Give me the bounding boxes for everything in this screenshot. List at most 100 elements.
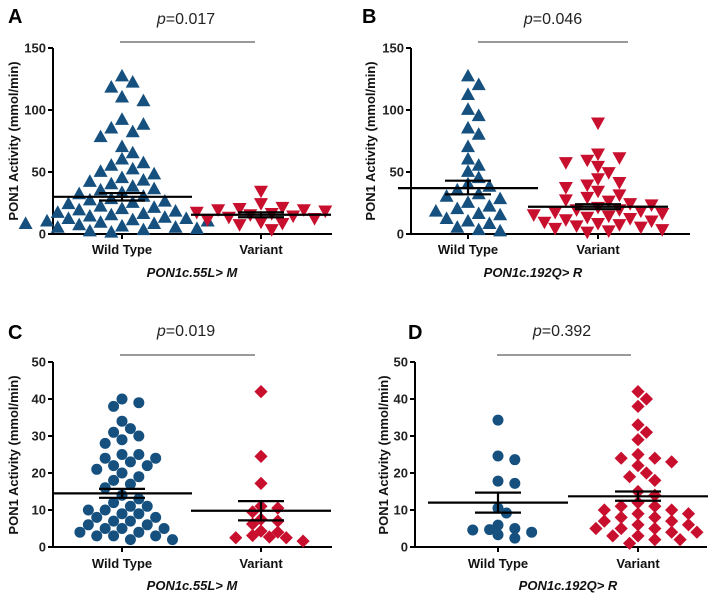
data-point-triangle-up — [82, 174, 97, 187]
data-point-triangle-up — [439, 211, 454, 225]
y-tick-label: 0 — [401, 540, 408, 555]
y-tick-label: 10 — [394, 503, 408, 518]
data-point-triangle-down — [655, 208, 670, 221]
data-point-circle — [116, 434, 128, 446]
data-point-circle — [124, 478, 136, 490]
data-point-diamond — [648, 499, 662, 513]
category-label: Variant — [239, 556, 283, 571]
data-point-triangle-up — [18, 216, 33, 229]
data-point-circle — [82, 519, 94, 531]
data-point-diamond — [254, 449, 268, 463]
data-point-triangle-up — [115, 68, 129, 82]
data-point-diamond — [279, 531, 293, 545]
data-point-diamond — [622, 470, 637, 484]
data-point-triangle-up — [461, 164, 475, 177]
data-point-circle — [492, 414, 504, 426]
data-point-circle — [467, 524, 479, 536]
data-point-triangle-up — [125, 75, 140, 88]
data-point-triangle-up — [72, 202, 87, 216]
data-point-triangle-up — [125, 212, 140, 226]
data-point-diamond — [614, 510, 628, 524]
data-point-triangle-up — [115, 89, 129, 103]
data-point-circle — [124, 515, 136, 527]
data-point-circle — [133, 508, 145, 520]
data-point-diamond — [665, 514, 679, 528]
data-point-triangle-up — [461, 87, 475, 101]
data-point-triangle-up — [136, 155, 151, 169]
data-point-triangle-down — [569, 220, 584, 234]
data-point-triangle-up — [115, 170, 129, 184]
data-point-diamond — [271, 501, 285, 515]
data-point-triangle-down — [612, 189, 627, 203]
data-point-triangle-down — [580, 211, 595, 225]
data-point-diamond — [245, 505, 260, 519]
panel-letter: B — [362, 6, 376, 28]
data-point-circle — [116, 467, 128, 479]
data-point-triangle-down — [623, 212, 638, 226]
category-label: Variant — [239, 242, 283, 257]
data-point-triangle-up — [461, 195, 475, 208]
y-tick-label: 50 — [32, 165, 46, 180]
data-point-diamond — [254, 385, 268, 399]
data-point-triangle-down — [200, 214, 215, 227]
data-point-circle — [108, 530, 120, 542]
data-point-triangle-up — [104, 225, 119, 238]
data-point-diamond — [597, 503, 611, 517]
data-point-triangle-up — [471, 186, 486, 200]
category-label: Wild Type — [438, 242, 498, 257]
data-point-triangle-up — [82, 192, 97, 206]
data-point-triangle-down — [591, 217, 605, 231]
data-point-triangle-up — [104, 176, 119, 190]
data-point-triangle-down — [286, 210, 301, 224]
data-point-triangle-down — [633, 221, 648, 235]
y-axis-label: PON1 Activity (mmol/min) — [376, 375, 391, 534]
y-tick-label: 0 — [39, 227, 46, 242]
data-point-diamond — [648, 533, 662, 547]
data-point-diamond — [631, 496, 645, 510]
data-point-triangle-down — [558, 214, 573, 227]
data-point-triangle-down — [254, 216, 268, 230]
data-point-triangle-down — [655, 224, 670, 237]
data-point-triangle-up — [482, 216, 497, 229]
data-point-triangle-up — [82, 223, 97, 237]
data-point-triangle-up — [471, 206, 486, 220]
data-point-diamond — [597, 514, 611, 528]
data-point-circle — [99, 437, 111, 449]
data-point-triangle-up — [461, 213, 475, 227]
data-point-diamond — [648, 451, 662, 465]
data-point-circle — [509, 532, 521, 544]
data-point-triangle-up — [93, 199, 108, 212]
data-point-circle — [133, 397, 145, 409]
data-point-triangle-down — [221, 211, 236, 225]
data-point-triangle-up — [471, 127, 486, 140]
data-point-triangle-up — [493, 207, 508, 221]
data-point-circle — [108, 426, 120, 438]
data-point-triangle-down — [580, 179, 595, 193]
data-point-triangle-down — [601, 195, 616, 209]
data-point-diamond — [631, 385, 645, 399]
data-point-triangle-down — [211, 204, 226, 217]
category-label: Wild Type — [92, 242, 152, 257]
data-point-diamond — [262, 530, 277, 544]
data-point-diamond — [614, 521, 628, 536]
data-point-triangle-up — [61, 211, 76, 225]
data-point-circle — [116, 449, 128, 460]
data-point-triangle-up — [428, 203, 443, 217]
data-point-diamond — [639, 466, 654, 480]
y-tick-label: 30 — [394, 429, 408, 444]
data-point-circle — [133, 430, 145, 442]
data-point-triangle-down — [548, 206, 563, 220]
data-point-triangle-up — [50, 205, 65, 218]
data-point-triangle-up — [115, 201, 129, 215]
data-point-circle — [133, 493, 145, 505]
data-point-triangle-up — [136, 117, 151, 130]
data-point-triangle-down — [591, 185, 605, 199]
data-point-circle — [116, 393, 128, 405]
panel-letter: A — [8, 6, 22, 28]
data-point-triangle-up — [147, 166, 162, 180]
data-point-triangle-down — [275, 201, 290, 215]
data-point-triangle-up — [168, 203, 183, 217]
data-point-diamond — [614, 499, 628, 513]
data-point-circle — [108, 474, 120, 486]
data-point-diamond — [296, 534, 310, 548]
